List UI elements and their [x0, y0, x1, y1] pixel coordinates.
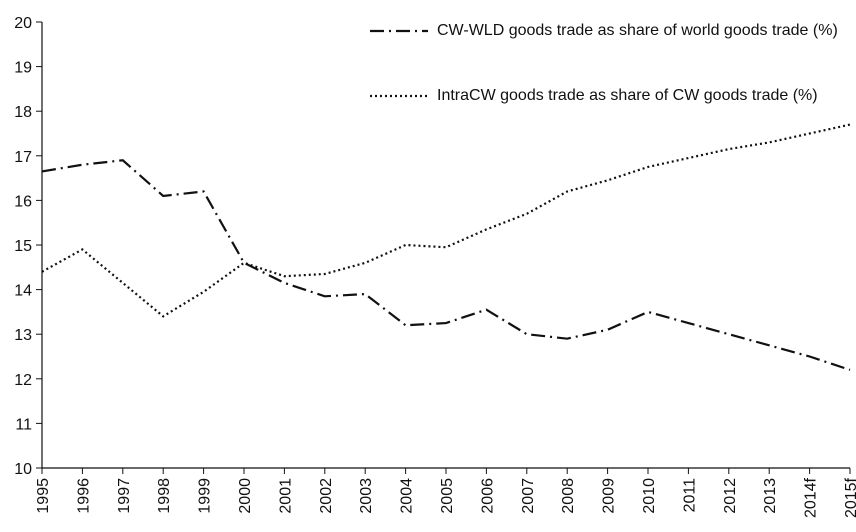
x-tick-label: 2014f — [803, 477, 820, 518]
x-tick-label: 2010 — [641, 478, 658, 514]
x-tick-label: 2004 — [399, 478, 416, 514]
y-tick-label: 18 — [14, 104, 32, 121]
y-tick-label: 12 — [14, 372, 32, 389]
y-tick-label: 19 — [14, 60, 32, 77]
legend-label: CW-WLD goods trade as share of world goo… — [437, 22, 838, 39]
series-line — [41, 123, 851, 318]
y-tick-label: 14 — [14, 283, 32, 300]
x-tick-label: 2011 — [681, 478, 698, 513]
x-tick-label: 1995 — [35, 478, 52, 514]
x-tick-label: 2009 — [601, 478, 618, 514]
series-line — [41, 159, 851, 371]
x-tick-label: 2007 — [520, 478, 537, 514]
x-tick-label: 2013 — [762, 478, 779, 514]
y-tick-label: 10 — [14, 461, 32, 478]
y-tick-label: 17 — [14, 149, 32, 166]
x-tick-label: 1996 — [75, 478, 92, 514]
y-tick-label: 20 — [14, 15, 32, 32]
x-tick-label: 2003 — [358, 478, 375, 514]
x-tick-label: 1997 — [116, 478, 133, 514]
x-tick-label: 2006 — [479, 478, 496, 514]
x-tick-label: 2005 — [439, 478, 456, 514]
x-tick-label: 2000 — [237, 478, 254, 514]
x-tick-label: 2015f — [843, 477, 856, 518]
x-tick-label: 1999 — [197, 478, 214, 514]
x-tick-label: 1998 — [156, 478, 173, 514]
x-tick-label: 2001 — [277, 478, 294, 514]
x-tick-label: 2008 — [560, 478, 577, 514]
x-tick-label: 2012 — [722, 478, 739, 514]
y-tick-label: 11 — [15, 416, 32, 433]
legend-label: IntraCW goods trade as share of CW goods… — [437, 87, 818, 104]
y-tick-label: 13 — [14, 327, 32, 344]
y-tick-label: 16 — [14, 193, 32, 210]
y-tick-label: 15 — [14, 238, 32, 255]
x-tick-label: 2002 — [318, 478, 335, 514]
